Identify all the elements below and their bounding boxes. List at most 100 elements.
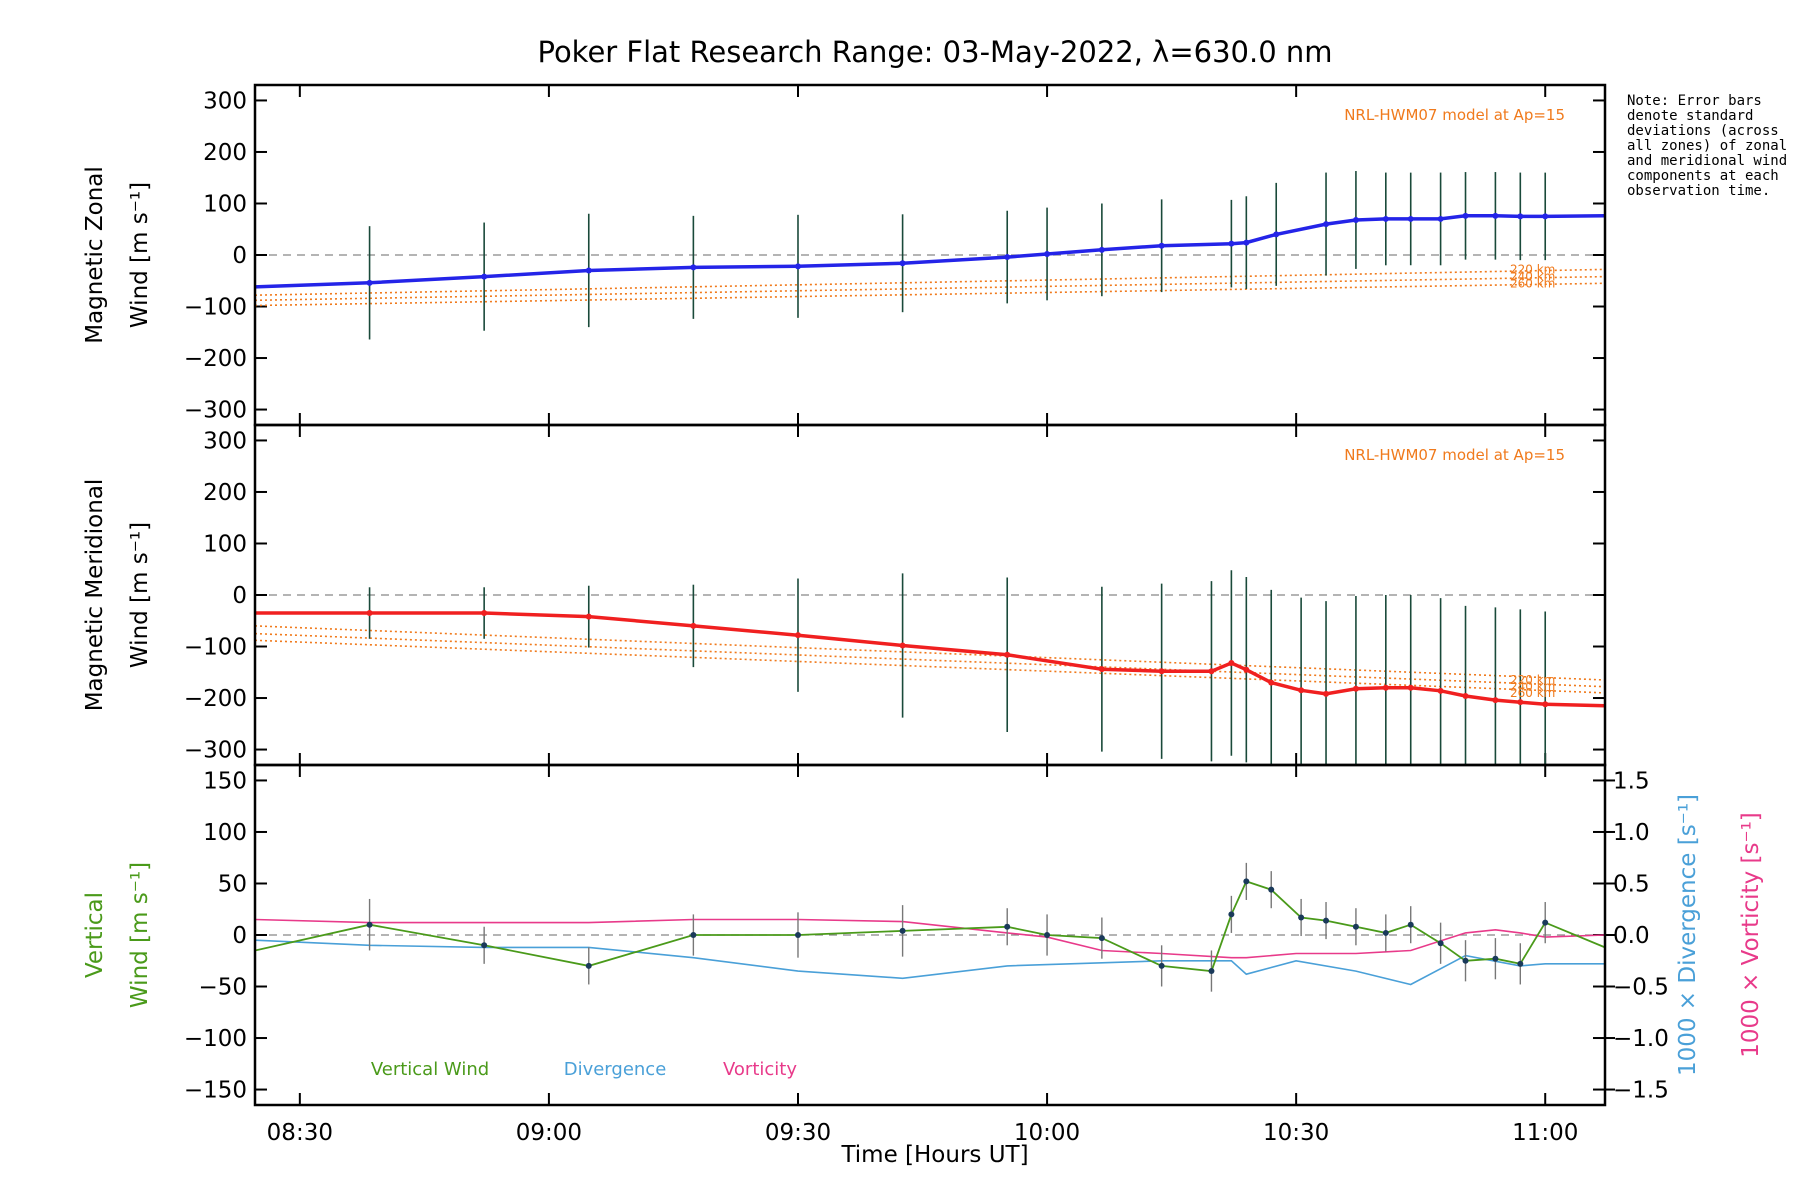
- data-point: [1542, 701, 1549, 708]
- y-tick-label: −100: [184, 635, 247, 661]
- series-line: [255, 214, 1605, 289]
- data-point: [366, 279, 373, 286]
- data-point: [585, 962, 592, 969]
- series-group: [255, 171, 1605, 340]
- data-point: [1437, 940, 1444, 947]
- data-point: [1492, 697, 1499, 704]
- y-tick-label: 0: [232, 923, 247, 949]
- error-bar-note: Note: Error bars denote standard deviati…: [1627, 93, 1788, 199]
- data-point: [1098, 246, 1105, 253]
- right-y-tick-label: 1.5: [1613, 768, 1650, 794]
- data-point: [1243, 666, 1250, 673]
- y-tick-label: −200: [184, 686, 247, 712]
- y-tick-label: 150: [203, 768, 247, 794]
- data-point: [794, 632, 801, 639]
- data-point: [1044, 932, 1051, 938]
- data-point: [1273, 231, 1280, 238]
- model-alt-label: 260 km: [1510, 276, 1555, 290]
- right-y-tick-label: 0.0: [1613, 923, 1650, 949]
- data-point: [690, 264, 697, 271]
- data-point: [1228, 911, 1235, 918]
- data-point: [1517, 699, 1524, 706]
- y-tick-label: 200: [203, 480, 247, 506]
- divergence-axis-label: 1000 × Divergence [s⁻¹]: [1675, 794, 1701, 1076]
- data-point: [1407, 684, 1414, 691]
- data-point: [585, 267, 592, 274]
- x-tick-label: 11:00: [1512, 1120, 1578, 1146]
- model-alt-label: 220 km: [1510, 673, 1555, 687]
- data-point: [794, 932, 801, 938]
- y-tick-label: 100: [203, 820, 247, 846]
- data-point: [1407, 921, 1414, 928]
- model-alt-label: 240 km: [1510, 270, 1555, 284]
- data-point: [1004, 923, 1011, 930]
- data-point: [1268, 679, 1275, 686]
- series-group: [255, 570, 1605, 765]
- panel-frame: [253, 763, 1607, 1107]
- y-tick-label: 0: [232, 583, 247, 609]
- data-point: [1492, 955, 1499, 962]
- data-point: [794, 263, 801, 270]
- data-point: [899, 927, 906, 934]
- y-tick-label: 50: [218, 871, 247, 897]
- data-point: [1542, 919, 1549, 926]
- data-point: [1462, 212, 1469, 219]
- y-axis-label: Vertical: [82, 892, 108, 978]
- legend-item: Vertical Wind: [371, 1059, 489, 1080]
- data-point: [1323, 221, 1330, 228]
- data-point: [1208, 968, 1215, 975]
- y-tick-label: −200: [184, 346, 247, 372]
- data-point: [585, 613, 592, 620]
- data-point: [1382, 215, 1389, 222]
- y-axis-label: Magnetic Zonal: [82, 166, 108, 344]
- model-line: [255, 268, 1605, 296]
- data-point: [1098, 935, 1105, 942]
- data-point: [690, 622, 697, 629]
- data-point: [366, 610, 373, 617]
- y-tick-label: 100: [203, 191, 247, 217]
- data-point: [1298, 687, 1305, 694]
- model-line: [255, 639, 1605, 694]
- vorticity-axis-label: 1000 × Vorticity [s⁻¹]: [1738, 812, 1764, 1058]
- x-tick-label: 08:30: [267, 1120, 333, 1146]
- y-tick-label: 200: [203, 140, 247, 166]
- x-tick-label: 09:30: [765, 1120, 831, 1146]
- right-y-tick-label: −1.5: [1613, 1078, 1669, 1104]
- data-point: [899, 260, 906, 267]
- model-label: NRL-HWM07 model at Ap=15: [1344, 446, 1565, 464]
- data-point: [1228, 660, 1235, 666]
- data-point: [1158, 242, 1165, 249]
- data-point: [1462, 692, 1469, 699]
- data-point: [1352, 923, 1359, 930]
- data-point: [481, 942, 488, 949]
- x-tick-label: 10:30: [1263, 1120, 1329, 1146]
- data-point: [1407, 215, 1414, 222]
- data-point: [899, 642, 906, 649]
- data-point: [690, 932, 697, 938]
- data-point: [1323, 690, 1330, 697]
- data-point: [1492, 212, 1499, 219]
- data-point: [1382, 684, 1389, 691]
- y-tick-label: −100: [184, 295, 247, 321]
- y-tick-label: 0: [232, 243, 247, 269]
- vorticity-line: [255, 918, 1605, 959]
- data-point: [1228, 240, 1235, 247]
- data-point: [1268, 886, 1275, 893]
- x-tick-label: 09:00: [516, 1120, 582, 1146]
- data-point: [1158, 668, 1165, 675]
- data-point: [1517, 213, 1524, 220]
- data-point: [1323, 917, 1330, 924]
- data-point: [1462, 957, 1469, 964]
- model-line: [255, 625, 1605, 681]
- right-y-tick-label: 1.0: [1613, 820, 1650, 846]
- right-y-tick-label: −1.0: [1613, 1026, 1669, 1052]
- model-alt-label: 260 km: [1510, 686, 1555, 700]
- y-tick-label: −50: [198, 975, 247, 1001]
- data-point: [1243, 878, 1250, 885]
- data-point: [1382, 929, 1389, 936]
- right-y-tick-label: −0.5: [1613, 975, 1669, 1001]
- model-label: NRL-HWM07 model at Ap=15: [1344, 106, 1565, 124]
- data-point: [1098, 666, 1105, 673]
- data-point: [1044, 250, 1051, 257]
